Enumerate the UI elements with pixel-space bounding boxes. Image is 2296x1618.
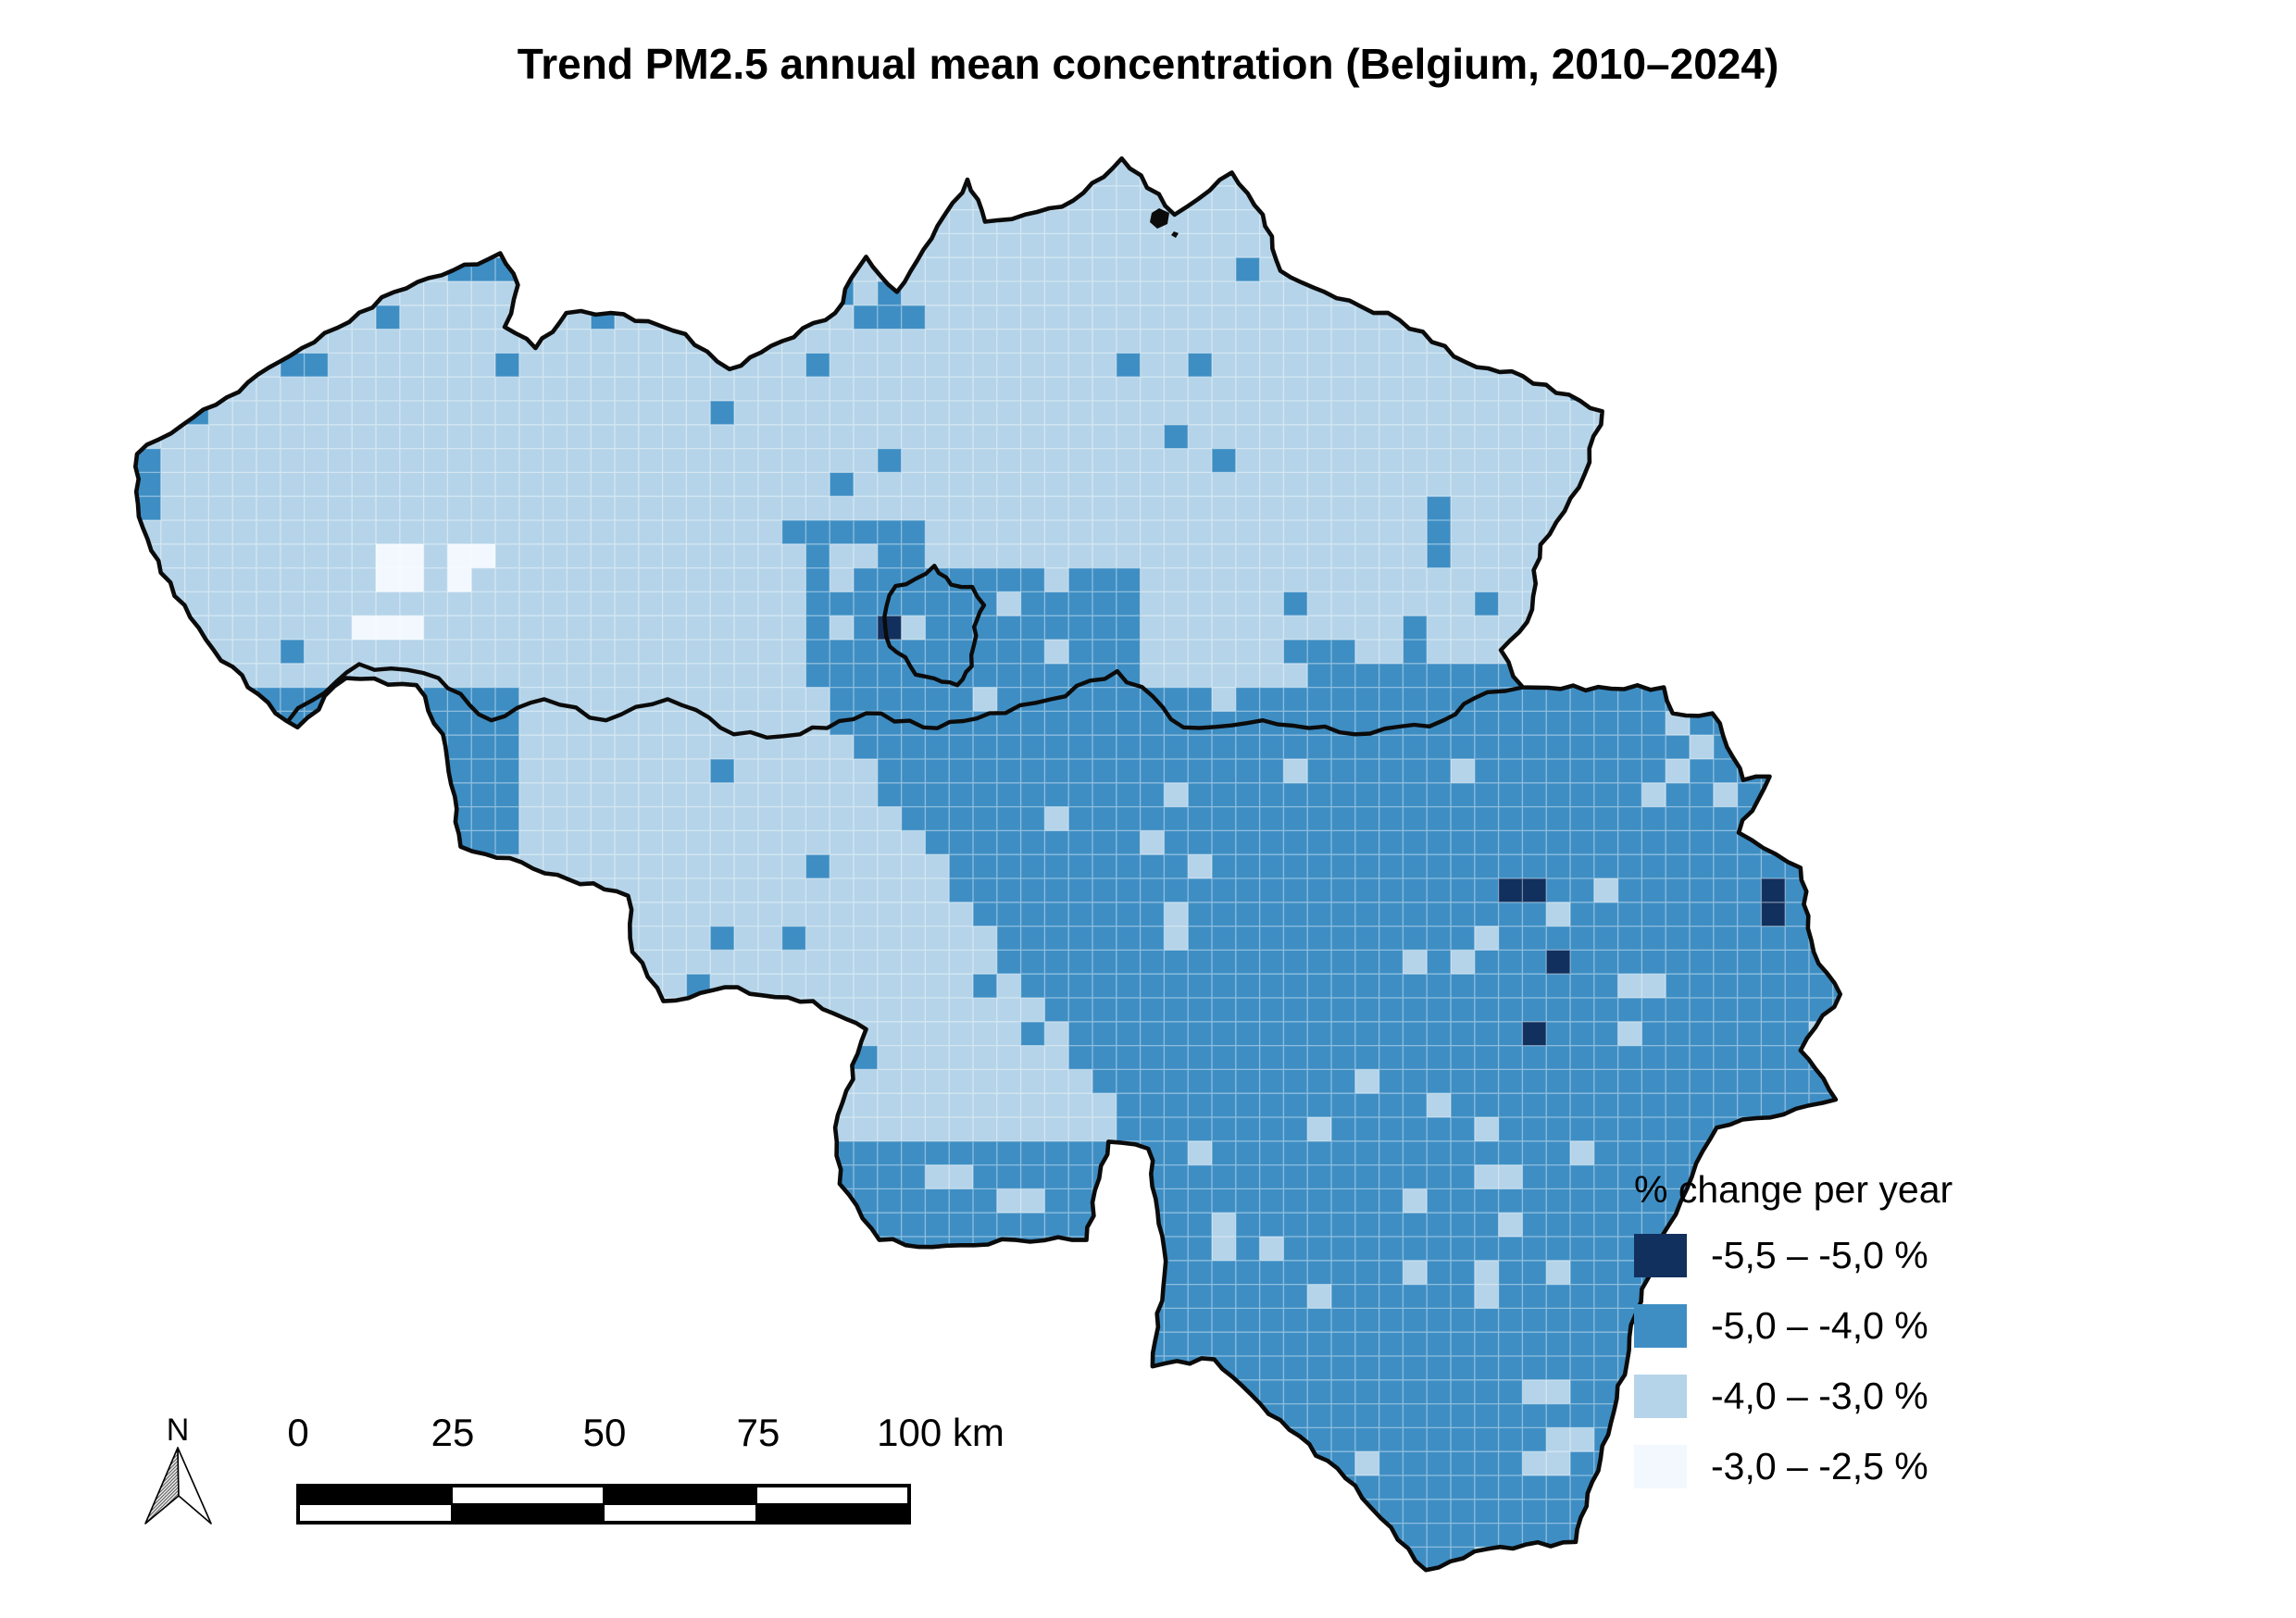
legend-swatch-lightest xyxy=(1634,1445,1687,1488)
legend: % change per year -5,5 – -5,0 % -5,0 – -… xyxy=(1634,1168,1953,1515)
scalebar-label: 100 km xyxy=(877,1411,1004,1454)
scalebar-segment xyxy=(451,1504,604,1522)
scalebar-label: 25 xyxy=(430,1411,475,1454)
scalebar xyxy=(296,1484,911,1525)
north-arrow-right-blade xyxy=(177,1447,212,1525)
scalebar-segment xyxy=(299,1487,452,1504)
legend-swatch-darkest xyxy=(1634,1234,1687,1277)
legend-item: -5,0 – -4,0 % xyxy=(1634,1304,1953,1348)
north-label: N xyxy=(167,1413,190,1448)
legend-item: -4,0 – -3,0 % xyxy=(1634,1375,1953,1418)
grid-cells-layer xyxy=(136,161,1841,1571)
scalebar-segment xyxy=(604,1487,756,1504)
scalebar-segment xyxy=(755,1504,908,1522)
country-border xyxy=(133,156,1842,1573)
legend-swatch-medium xyxy=(1634,1304,1687,1348)
legend-label: -5,5 – -5,0 % xyxy=(1711,1234,1928,1276)
north-arrow-icon: N xyxy=(144,1413,212,1525)
map-title: Trend PM2.5 annual mean concentration (B… xyxy=(517,40,1779,88)
enclave-mark xyxy=(1150,208,1179,238)
legend-label: -4,0 – -3,0 % xyxy=(1711,1375,1928,1417)
legend-label: -3,0 – -2,5 % xyxy=(1711,1445,1928,1487)
north-arrow-left-blade xyxy=(144,1447,180,1525)
scalebar-label: 50 xyxy=(582,1411,627,1454)
legend-item: -5,5 – -5,0 % xyxy=(1634,1234,1953,1277)
grid-lines xyxy=(136,161,1841,1571)
scalebar-segment xyxy=(451,1487,604,1504)
scalebar-label: 75 xyxy=(736,1411,780,1454)
legend-title: % change per year xyxy=(1634,1168,1953,1211)
legend-label: -5,0 – -4,0 % xyxy=(1711,1304,1928,1347)
scalebar-labels: 0 25 50 75 100 km xyxy=(0,1411,2296,1457)
brussels-region-border xyxy=(882,564,987,688)
scalebar-segment xyxy=(299,1504,452,1522)
region-border xyxy=(286,662,1526,740)
scalebar-label: 0 xyxy=(287,1411,309,1454)
legend-item: -3,0 – -2,5 % xyxy=(1634,1445,1953,1488)
scalebar-segment xyxy=(604,1504,756,1522)
legend-swatch-light xyxy=(1634,1375,1687,1418)
scalebar-segment xyxy=(755,1487,908,1504)
